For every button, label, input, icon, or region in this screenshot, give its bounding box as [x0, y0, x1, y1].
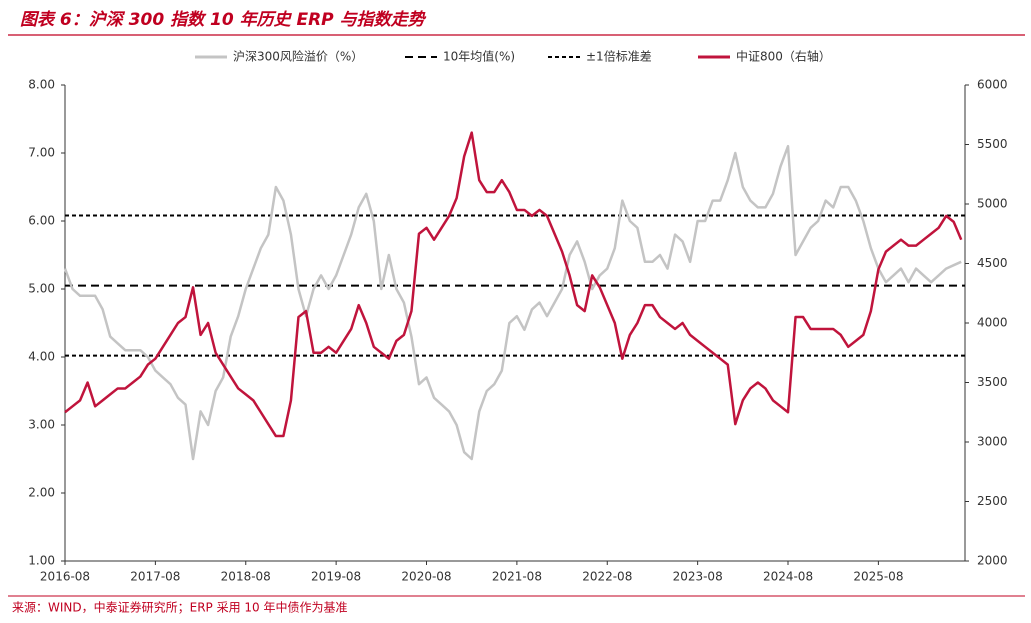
- x-tick-label: 2019-08: [311, 570, 361, 584]
- x-tick-label: 2025-08: [853, 570, 903, 584]
- y-tick-label: 5.00: [28, 282, 55, 296]
- legend-label: 沪深300风险溢价（%）: [233, 49, 363, 64]
- y-tick-label: 1.00: [28, 554, 55, 568]
- y-tick-label: 4.00: [28, 350, 55, 364]
- y-tick-label: 3.00: [28, 418, 55, 432]
- chart-title: 图表 6：沪深 300 指数 10 年历史 ERP 与指数走势: [20, 10, 427, 30]
- y2-tick-label: 6000: [977, 78, 1008, 92]
- x-tick-label: 2016-08: [40, 570, 90, 584]
- x-tick-label: 2018-08: [221, 570, 271, 584]
- y-tick-label: 6.00: [28, 214, 55, 228]
- series-line: [63, 144, 962, 461]
- y2-tick-label: 5500: [977, 137, 1008, 151]
- legend-label: 10年均值(%): [443, 49, 515, 64]
- x-tick-label: 2022-08: [582, 570, 632, 584]
- y-tick-label: 8.00: [28, 78, 55, 92]
- y2-tick-label: 3500: [977, 375, 1008, 389]
- y-tick-label: 7.00: [28, 146, 55, 160]
- y2-tick-label: 2000: [977, 554, 1008, 568]
- legend-label: ±1倍标准差: [586, 49, 652, 64]
- x-tick-label: 2024-08: [763, 570, 813, 584]
- y2-tick-label: 4000: [977, 316, 1008, 330]
- y2-tick-label: 2500: [977, 494, 1008, 508]
- x-tick-label: 2017-08: [130, 570, 180, 584]
- series-line: [64, 131, 963, 438]
- x-tick-label: 2023-08: [673, 570, 723, 584]
- y2-tick-label: 3000: [977, 435, 1008, 449]
- y-tick-label: 2.00: [28, 486, 55, 500]
- x-tick-label: 2021-08: [492, 570, 542, 584]
- y2-tick-label: 4500: [977, 256, 1008, 270]
- x-tick-label: 2020-08: [401, 570, 451, 584]
- source-note: 来源：WIND，中泰证券研究所；ERP 采用 10 年中债作为基准: [12, 600, 348, 615]
- y2-tick-label: 5000: [977, 197, 1008, 211]
- legend-label: 中证800（右轴）: [736, 49, 831, 64]
